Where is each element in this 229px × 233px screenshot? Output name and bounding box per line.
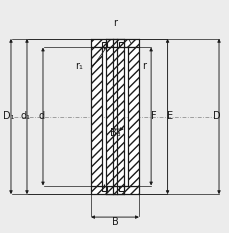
Bar: [91, 48, 101, 185]
Bar: [103, 184, 104, 187]
Bar: [101, 48, 106, 185]
Text: d₁: d₁: [21, 112, 30, 121]
Bar: [101, 42, 106, 48]
Bar: [91, 39, 138, 48]
Text: F: F: [150, 112, 156, 121]
Text: B: B: [111, 217, 118, 227]
Bar: [103, 46, 104, 49]
Bar: [106, 48, 123, 185]
Text: D: D: [213, 112, 220, 121]
Text: D₁: D₁: [3, 112, 15, 121]
Text: r: r: [141, 61, 145, 71]
Bar: [106, 39, 123, 48]
Text: B₃: B₃: [109, 127, 120, 137]
Bar: [128, 48, 138, 185]
Bar: [101, 185, 106, 191]
Bar: [106, 185, 123, 194]
Bar: [118, 42, 123, 48]
Bar: [112, 39, 117, 194]
Text: d: d: [38, 112, 44, 121]
Text: r: r: [112, 18, 117, 28]
Text: r₁: r₁: [75, 61, 83, 71]
Bar: [123, 48, 128, 185]
Text: E: E: [166, 112, 172, 121]
Bar: [91, 185, 138, 194]
Bar: [118, 185, 123, 191]
